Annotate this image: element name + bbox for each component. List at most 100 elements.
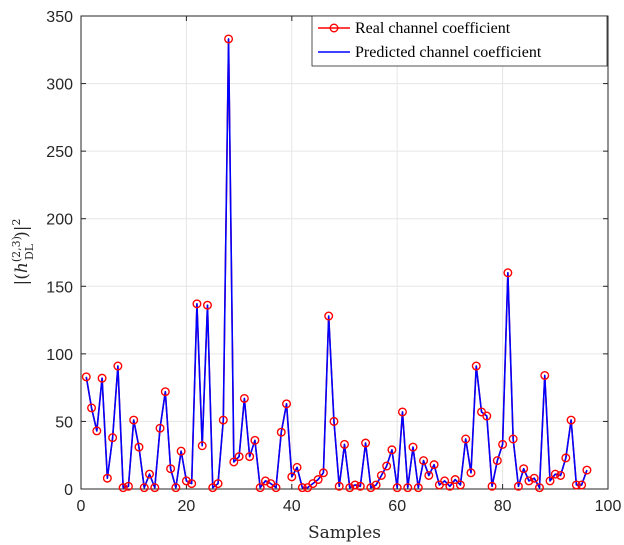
data-point-real	[292, 462, 302, 472]
data-point-real	[260, 476, 270, 486]
data-point-real	[371, 480, 381, 490]
data-point-real	[492, 456, 502, 466]
legend-label-predicted: Predicted channel coefficient	[355, 44, 542, 61]
data-point-real	[545, 476, 555, 486]
data-point-real	[403, 483, 413, 493]
data-point-real	[566, 415, 576, 425]
data-point-real	[561, 453, 571, 463]
data-point-real	[376, 470, 386, 480]
data-point-real	[508, 434, 518, 444]
data-point-real	[577, 480, 587, 490]
data-point-real	[234, 452, 244, 462]
legend-marker-real	[329, 23, 339, 33]
data-point-real	[239, 393, 249, 403]
plot-area	[81, 16, 608, 489]
data-point-real	[445, 481, 455, 491]
data-point-real	[197, 441, 207, 451]
legend: Real channel coefficient Predicted chann…	[311, 15, 608, 67]
data-point-real	[118, 483, 128, 493]
data-point-real	[134, 442, 144, 452]
data-point-real	[498, 439, 508, 449]
y-axis-title-subscript: DL	[23, 243, 36, 260]
y-axis-title: |(h(2,3)DL)|2	[10, 219, 36, 286]
data-point-real	[529, 473, 539, 483]
data-point-real	[355, 481, 365, 491]
data-point-real	[345, 483, 355, 493]
x-tick-label: 0	[77, 498, 86, 515]
data-point-real	[145, 469, 155, 479]
y-axis-title-power: 2	[10, 219, 23, 226]
y-axis-title-open: |(	[12, 273, 32, 285]
data-point-real	[102, 473, 112, 483]
data-point-real	[582, 465, 592, 475]
y-tick-label: 250	[46, 144, 73, 161]
data-point-real	[450, 475, 460, 485]
data-point-real	[540, 370, 550, 380]
data-point-real	[297, 483, 307, 493]
y-tick-label: 350	[46, 9, 73, 26]
data-point-real	[556, 470, 566, 480]
data-point-real	[250, 435, 260, 445]
data-point-real	[392, 483, 402, 493]
y-tick-label: 300	[46, 77, 73, 94]
data-point-real	[334, 481, 344, 491]
y-axis-title-close: )|	[12, 226, 32, 238]
data-point-real	[181, 476, 191, 486]
data-point-real	[81, 372, 91, 382]
data-point-real	[482, 411, 492, 421]
data-point-real	[229, 457, 239, 467]
data-point-real	[455, 480, 465, 490]
data-point-real	[466, 468, 476, 478]
data-point-real	[224, 34, 234, 44]
data-point-real	[218, 415, 228, 425]
data-point-real	[108, 433, 118, 443]
data-point-real	[419, 456, 429, 466]
y-tick-label: 150	[46, 279, 73, 296]
legend-label-real: Real channel coefficient	[355, 20, 511, 37]
data-point-real	[287, 472, 297, 482]
data-point-real	[192, 299, 202, 309]
x-tick-label: 80	[494, 498, 512, 515]
data-point-real	[571, 480, 581, 490]
data-point-real	[524, 476, 534, 486]
data-point-real	[382, 461, 392, 471]
grid	[81, 16, 608, 489]
data-point-real	[550, 469, 560, 479]
data-point-real	[461, 434, 471, 444]
data-point-real	[276, 427, 286, 437]
data-point-real	[350, 480, 360, 490]
data-point-real	[245, 452, 255, 462]
legend-box	[311, 15, 608, 67]
data-point-real	[440, 476, 450, 486]
y-tick-label: 100	[46, 347, 73, 364]
data-point-real	[471, 361, 481, 371]
data-point-real	[340, 439, 350, 449]
data-point-real	[324, 311, 334, 321]
data-point-real	[329, 416, 339, 426]
data-point-real	[519, 464, 529, 474]
data-point-real	[150, 483, 160, 493]
data-point-real	[166, 464, 176, 474]
data-point-real	[160, 387, 170, 397]
y-tick-label: 0	[64, 482, 73, 499]
data-point-real	[187, 479, 197, 489]
data-point-real	[429, 460, 439, 470]
series-layer	[81, 34, 592, 493]
data-point-real	[213, 479, 223, 489]
data-point-real	[92, 426, 102, 436]
data-point-real	[513, 481, 523, 491]
series-line-predicted	[85, 38, 588, 489]
data-point-real	[397, 407, 407, 417]
data-point-real	[113, 361, 123, 371]
data-point-real	[487, 481, 497, 491]
x-tick-label: 20	[178, 498, 196, 515]
data-point-real	[313, 475, 323, 485]
data-point-real	[202, 300, 212, 310]
data-point-real	[176, 446, 186, 456]
data-point-real	[97, 373, 107, 383]
x-tick-label: 40	[283, 498, 301, 515]
data-point-real	[155, 423, 165, 433]
data-point-real	[366, 483, 376, 493]
data-point-real	[424, 470, 434, 480]
data-point-real	[408, 442, 418, 452]
